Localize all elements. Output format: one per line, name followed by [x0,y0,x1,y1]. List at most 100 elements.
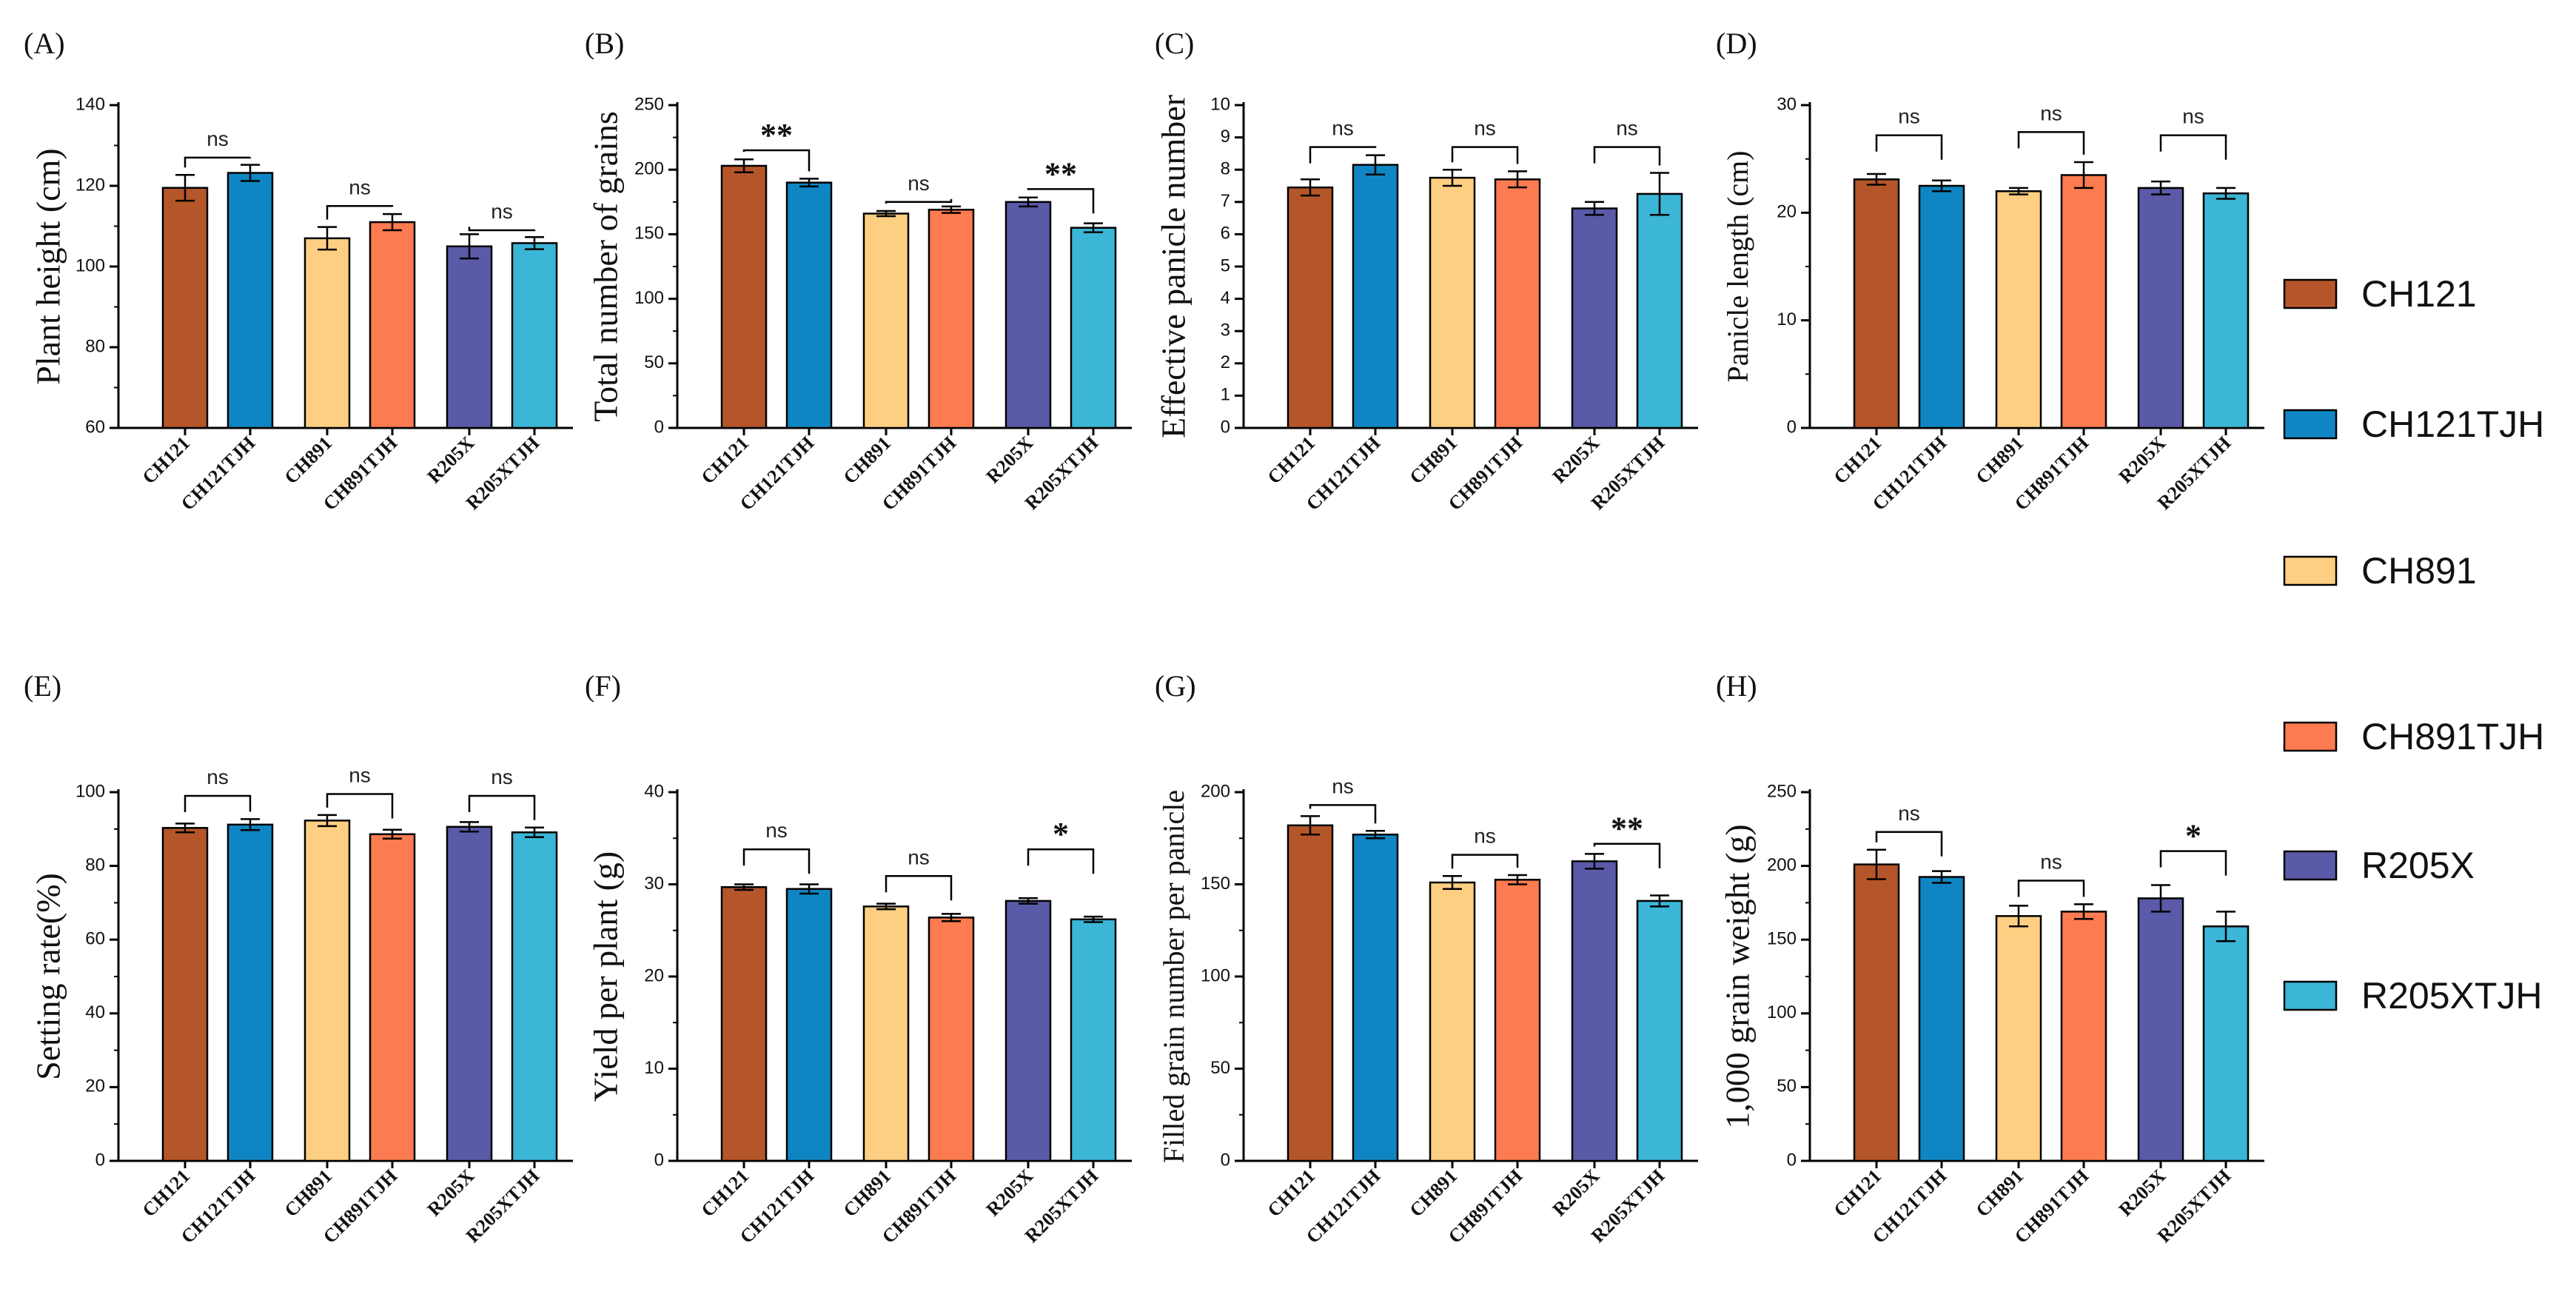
significance-label: ns [207,127,229,150]
significance-bracket [885,875,953,901]
x-tick-label: R205X [423,432,479,488]
x-tick-label: CH891 [839,432,896,489]
bar-ch891 [1995,915,2042,1162]
panel-letter: (C) [1155,27,1194,60]
significance-label: ns [1616,117,1638,140]
y-axis-label: 1,000 grain weight (g) [1719,824,1757,1128]
bar-ch121tjh [1918,876,1965,1162]
x-tick-label: R205X [2115,432,2170,488]
chart-panels: (A)Plant height (cm)6080100120140CH121CH… [24,27,2264,1247]
legend-swatch-ch891tjh [2283,721,2338,752]
x-tick-label: CH891 [1972,432,2028,489]
y-tick-label: 0 [95,1150,105,1170]
y-tick-label: 5 [1221,255,1230,275]
legend-swatch-r205xtjh [2283,980,2338,1011]
bar-ch891tjh [369,833,416,1162]
y-tick-label: 60 [85,929,105,949]
x-tick-label: R205X [423,1165,479,1221]
bar-ch121 [1287,824,1334,1162]
bar-ch891tjh [1494,879,1541,1162]
y-tick-label: 10 [1777,309,1797,329]
y-tick-label: 100 [76,781,105,801]
legend: CH121 CH121TJH CH891 CH891TJH R205X R205XTJH [2283,273,2544,1016]
bar-r205xtjh [1636,192,1683,429]
x-tick-label: CH891 [1972,1165,2028,1222]
y-tick-label: 50 [1777,1076,1797,1096]
legend-label: R205XTJH [2361,975,2543,1016]
panel-letter: (H) [1716,669,1757,703]
y-axis-label: Plant height (cm) [30,148,67,384]
significance-label: ns [2040,851,2062,874]
y-tick-label: 0 [1221,1150,1230,1170]
bar-ch891tjh [928,917,975,1162]
bar-ch121 [720,885,768,1162]
significance-label: ns [349,175,371,198]
significance-bracket [1027,188,1095,214]
y-axis-label: Effective panicle number [1155,95,1193,438]
bar-r205xtjh [1636,900,1683,1162]
y-tick-label: 9 [1221,127,1230,147]
y-tick-label: 100 [1767,1002,1797,1022]
y-tick-label: 4 [1221,288,1230,308]
bar-ch121tjh [785,181,833,429]
significance-label: ns [349,763,371,786]
y-tick-label: 10 [1210,94,1230,114]
y-tick-label: 1 [1221,385,1230,405]
significance-bracket [184,156,252,168]
significance-label: ns [1898,105,1920,128]
bar-ch121 [720,164,768,429]
x-tick-label: CH121 [138,1165,195,1222]
bar-r205xtjh [2202,192,2250,429]
bar-r205x [1571,860,1618,1162]
significance-label: ns [491,200,513,223]
y-tick-label: 40 [85,1002,105,1022]
bar-ch121tjh [1918,184,1965,429]
bar-r205x [1004,201,1052,429]
x-tick-label: R205X [982,432,1038,488]
significance-bracket [2017,131,2085,155]
significance-bracket [1593,146,1661,166]
significance-bracket [2017,880,2085,897]
bar-ch121 [1287,186,1334,429]
significance-label: ns [2182,105,2204,128]
legend-swatch-r205x [2283,850,2338,881]
y-axis-label: Setting rate(%) [30,873,67,1080]
y-tick-label: 40 [644,781,664,801]
bar-ch891 [862,905,910,1162]
significance-label: * [1053,816,1069,852]
y-tick-label: 100 [1201,965,1230,985]
x-tick-label: CH121 [697,1165,754,1222]
y-tick-label: 7 [1221,191,1230,211]
significance-bracket [184,794,252,812]
bar-ch891tjh [928,209,975,429]
y-tick-label: 20 [644,965,664,985]
panel-a: (A) Plant height (cm) 60 80 100 120 140 CH121 CH… [24,27,573,515]
x-tick-label: CH891 [839,1165,896,1222]
significance-bracket [326,793,394,819]
significance-label: ns [1898,802,1920,825]
panel-letter: (F) [585,669,621,703]
y-tick-label: 10 [644,1058,664,1078]
y-tick-label: 30 [1777,94,1797,114]
significance-bracket [1451,854,1519,869]
panel-g: (G) Filled grain number per panicle 0 50 100… [1155,669,1698,1247]
x-tick-label: R205X [982,1165,1038,1221]
bar-ch121 [161,187,209,429]
panel-letter: (B) [585,27,624,60]
x-tick-label: CH891 [281,432,337,489]
bar-ch891tjh [2060,174,2107,429]
significance-bracket [326,205,394,220]
bar-r205x [446,245,493,429]
panel-letter: (A) [24,27,65,60]
y-tick-label: 140 [76,94,105,114]
significance-label: ns [1332,117,1354,140]
y-tick-label: 250 [1767,781,1797,801]
bar-ch891tjh [1494,178,1541,429]
y-tick-label: 50 [1210,1058,1230,1078]
y-tick-label: 200 [634,159,664,179]
y-tick-label: 20 [1777,202,1797,222]
significance-bracket [1309,804,1377,824]
x-tick-label: R205X [1549,432,1604,488]
y-tick-label: 30 [644,874,664,894]
